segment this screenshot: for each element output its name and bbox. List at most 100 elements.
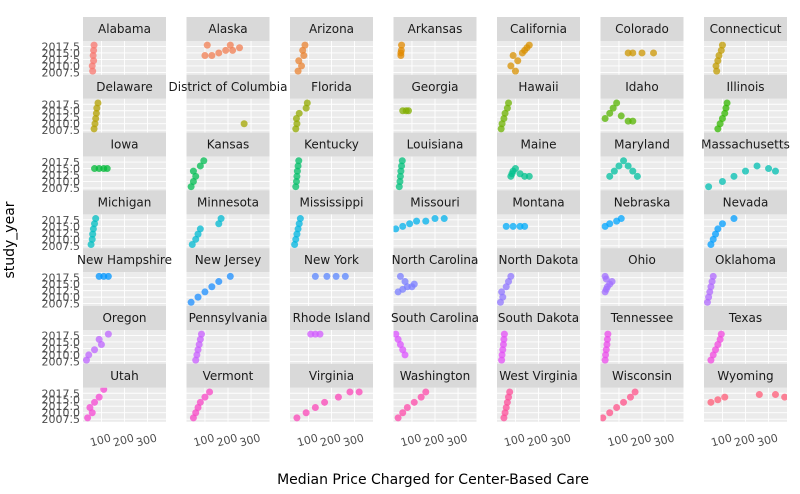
data-point bbox=[301, 41, 309, 49]
data-point bbox=[718, 178, 726, 186]
facet-strip-label: Minnesota bbox=[197, 195, 259, 209]
data-point bbox=[90, 125, 98, 133]
facet-strip bbox=[704, 248, 787, 273]
point-group bbox=[394, 388, 430, 422]
data-point bbox=[602, 346, 610, 354]
data-point bbox=[603, 341, 611, 349]
facet-strip bbox=[497, 190, 580, 215]
data-point bbox=[781, 393, 787, 401]
data-point bbox=[208, 283, 216, 291]
data-point bbox=[187, 298, 195, 306]
point-group bbox=[714, 99, 731, 133]
data-point bbox=[606, 109, 614, 117]
point-group bbox=[291, 215, 304, 249]
point-group bbox=[707, 391, 787, 406]
facet-strip-label: Ohio bbox=[628, 253, 656, 267]
facet-strip bbox=[393, 17, 477, 41]
facet-panel: Rhode Island bbox=[290, 306, 373, 364]
facet-strip bbox=[704, 74, 787, 99]
data-point bbox=[498, 356, 506, 364]
point-group bbox=[240, 120, 248, 128]
data-point bbox=[730, 215, 738, 223]
facet-panel: Michigan bbox=[83, 190, 166, 249]
facet-strip-label: Massachusetts bbox=[701, 138, 790, 152]
point-group bbox=[507, 165, 533, 180]
facet-panel: Florida bbox=[290, 74, 373, 133]
facet-panel: Utah bbox=[83, 363, 166, 422]
data-point bbox=[321, 398, 329, 406]
facet-strip-label: Vermont bbox=[203, 369, 254, 383]
data-point bbox=[422, 388, 430, 396]
facet-strip bbox=[600, 17, 684, 41]
data-point bbox=[196, 225, 204, 233]
facet-strip bbox=[290, 190, 373, 215]
data-point bbox=[505, 99, 513, 107]
data-point bbox=[600, 414, 607, 422]
data-point bbox=[626, 393, 634, 401]
facet-panel: North Dakota bbox=[497, 248, 580, 307]
point-group bbox=[601, 215, 625, 230]
data-point bbox=[294, 162, 302, 170]
data-point bbox=[606, 409, 614, 417]
point-group bbox=[397, 41, 406, 60]
data-point bbox=[417, 393, 425, 401]
x-tick-label: 300 bbox=[135, 431, 159, 449]
facet-panel: New York bbox=[290, 248, 373, 307]
data-point bbox=[302, 409, 310, 417]
facet-strip-label: Wisconsin bbox=[612, 369, 672, 383]
x-tick-label: 300 bbox=[549, 431, 573, 449]
facet-strip-label: Illinois bbox=[726, 80, 764, 94]
data-point bbox=[707, 398, 715, 406]
facet-strip bbox=[497, 306, 580, 330]
point-group bbox=[394, 272, 418, 296]
data-point bbox=[89, 230, 97, 238]
facet-strip-label: Kansas bbox=[207, 138, 249, 152]
data-point bbox=[502, 222, 510, 230]
point-group bbox=[712, 41, 726, 75]
point-group bbox=[497, 272, 515, 306]
y-tick-label: 2017.5 bbox=[42, 40, 81, 53]
data-point bbox=[500, 335, 508, 343]
facet-strip bbox=[83, 74, 166, 99]
facet-panel: Vermont bbox=[186, 363, 270, 422]
facet-panel: Georgia bbox=[393, 74, 477, 133]
data-point bbox=[714, 225, 722, 233]
facet-strip bbox=[290, 17, 373, 41]
data-point bbox=[613, 404, 621, 412]
facet-strip-label: North Carolina bbox=[392, 253, 479, 267]
point-group bbox=[624, 49, 658, 57]
data-point bbox=[606, 172, 614, 180]
facet-strip-label: Idaho bbox=[625, 80, 658, 94]
x-tick-label: 300 bbox=[342, 431, 366, 449]
y-tick-label: 2015.0 bbox=[42, 105, 81, 118]
facet-strip bbox=[186, 306, 270, 330]
facet-strip bbox=[704, 132, 787, 157]
data-point bbox=[296, 215, 304, 223]
point-group bbox=[87, 215, 100, 249]
point-group bbox=[294, 41, 309, 75]
data-point bbox=[406, 220, 414, 228]
data-point bbox=[511, 165, 519, 173]
facet-strip bbox=[290, 74, 373, 99]
data-point bbox=[723, 99, 731, 107]
facet-strip bbox=[393, 132, 477, 157]
data-point bbox=[236, 44, 244, 52]
facet-panel: Virginia bbox=[290, 363, 373, 422]
facet-strip-label: Pennsylvania bbox=[189, 311, 268, 325]
data-point bbox=[613, 99, 621, 107]
y-tick-label: 2017.5 bbox=[42, 329, 81, 342]
facet-strip bbox=[600, 248, 684, 273]
facet-panel: Pennsylvania bbox=[186, 306, 270, 364]
data-point bbox=[303, 99, 311, 107]
y-tick-label: 2010.0 bbox=[42, 176, 81, 189]
data-point bbox=[104, 272, 112, 280]
facet-strip bbox=[83, 190, 166, 215]
data-point bbox=[293, 120, 301, 128]
facet-strip bbox=[186, 190, 270, 215]
y-tick-label: 2010.0 bbox=[42, 60, 81, 73]
data-point bbox=[311, 272, 319, 280]
y-tick-label: 2017.5 bbox=[42, 387, 81, 400]
facet-strip bbox=[704, 17, 787, 41]
data-point bbox=[293, 167, 301, 175]
